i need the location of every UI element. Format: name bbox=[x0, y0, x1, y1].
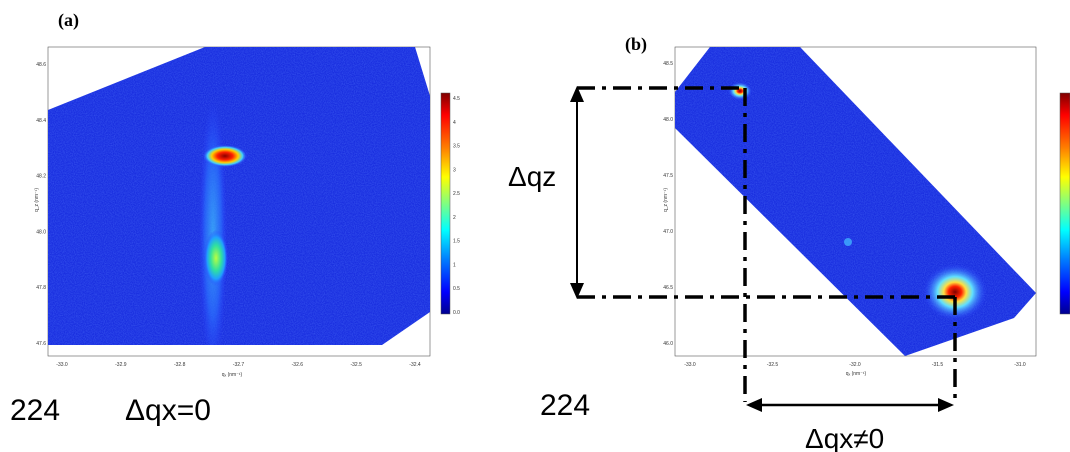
dqx-arrow bbox=[746, 398, 954, 412]
panel-b-y-tick-1: 48.0 bbox=[663, 117, 673, 123]
panel-a-x-tick-6: -32.4 bbox=[409, 362, 421, 368]
panel-a-layer-peak bbox=[204, 230, 228, 286]
panel-a-colorbar-tick-6: 1.5 bbox=[453, 239, 460, 245]
panel-a-label: (a) bbox=[58, 10, 79, 31]
panel-a-x-tick-2: -32.8 bbox=[174, 362, 186, 368]
panel-b-y-ticks: 48.5 48.0 47.5 47.0 46.5 46.0 bbox=[663, 61, 673, 347]
panel-a-colorbar-tick-7: 1 bbox=[453, 262, 456, 268]
panel-b-y-tick-3: 47.0 bbox=[663, 229, 673, 235]
panel-a-y-tick-4: 47.8 bbox=[36, 285, 46, 291]
panel-a-x-tick-0: -33.0 bbox=[56, 362, 68, 368]
panel-b-colorbar bbox=[1059, 92, 1070, 315]
panel-b-upper-peak bbox=[728, 82, 752, 100]
panel-a-heatmap bbox=[48, 47, 430, 345]
panel-a-colorbar bbox=[440, 92, 451, 315]
panel-a-x-tick-3: -32.7 bbox=[233, 362, 245, 368]
panel-a-x-tick-4: -32.6 bbox=[292, 362, 304, 368]
dqz-label: Δqz bbox=[508, 161, 556, 192]
panel-a-x-axis-label: qₓ (nm⁻¹) bbox=[222, 372, 243, 378]
panel-a-x-ticks: -33.0 -32.9 -32.8 -32.7 -32.6 -32.5 -32.4 bbox=[56, 362, 421, 368]
panel-b-y-tick-2: 47.5 bbox=[663, 173, 673, 179]
dqz-arrow bbox=[570, 86, 584, 299]
panel-b-y-axis-label: q_z (nm⁻¹) bbox=[663, 188, 669, 212]
panel-b-x-ticks: -33.0 -32.5 -32.0 -31.5 -31.0 bbox=[684, 362, 1026, 368]
panel-b-y-tick-4: 46.5 bbox=[663, 285, 673, 291]
panel-a-colorbar-tick-8: 0.5 bbox=[453, 286, 460, 292]
panel-a-dqx-label: Δqx=0 bbox=[125, 394, 211, 427]
panel-a-colorbar-tick-3: 3 bbox=[453, 167, 456, 173]
panel-a-reflection-label: 224 bbox=[10, 394, 60, 427]
panel-b-x-tick-1: -32.5 bbox=[767, 362, 779, 368]
panel-b: (b) -33.0 -32.5 -32.0 -31.5 -31.0 48.5 48.0 47… bbox=[508, 34, 1070, 452]
panel-b-x-tick-4: -31.0 bbox=[1014, 362, 1026, 368]
panel-a-y-axis-label: q_z (nm⁻¹) bbox=[34, 188, 40, 212]
panel-b-y-tick-0: 48.5 bbox=[663, 61, 673, 67]
panel-b-x-tick-0: -33.0 bbox=[684, 362, 696, 368]
panel-a-substrate-peak bbox=[203, 145, 247, 167]
panel-b-reflection-label: 224 bbox=[540, 389, 590, 422]
panel-a-colorbar-ticks: 4.5 4 3.5 3 2.5 2 1.5 1 0.5 0.0 bbox=[453, 96, 460, 316]
panel-a-colorbar-tick-5: 2 bbox=[453, 215, 456, 221]
panel-b-y-tick-5: 46.0 bbox=[663, 341, 673, 347]
panel-a-y-tick-1: 48.4 bbox=[36, 118, 46, 124]
panel-b-construction-lines bbox=[577, 86, 957, 402]
panel-b-weak-spot bbox=[844, 238, 852, 246]
panel-b-lower-peak bbox=[923, 264, 987, 320]
panel-b-label: (b) bbox=[625, 34, 647, 55]
panel-b-x-tick-3: -31.5 bbox=[932, 362, 944, 368]
panel-a-colorbar-tick-4: 2.5 bbox=[453, 191, 460, 197]
panel-b-x-axis-label: qₓ (nm⁻¹) bbox=[846, 371, 867, 377]
panel-b-x-tick-2: -32.0 bbox=[849, 362, 861, 368]
panel-a-y-tick-0: 48.6 bbox=[36, 62, 46, 68]
panel-a-y-ticks: 48.6 48.4 48.2 48.0 47.8 47.6 bbox=[36, 62, 46, 347]
panel-a-y-tick-2: 48.2 bbox=[36, 174, 46, 180]
panel-a-colorbar-tick-1: 4 bbox=[453, 120, 456, 126]
panel-a-y-tick-3: 48.0 bbox=[36, 229, 46, 235]
panel-a-colorbar-tick-2: 3.5 bbox=[453, 144, 460, 150]
panel-a-x-tick-1: -32.9 bbox=[115, 362, 127, 368]
dqx-label: Δqx≠0 bbox=[805, 423, 884, 452]
panel-a: (a) -33.0 -32.9 -32.8 -32.7 -32.6 -32.5 -32.4 … bbox=[10, 10, 460, 427]
panel-a-y-tick-5: 47.6 bbox=[36, 341, 46, 347]
panel-a-colorbar-tick-0: 4.5 bbox=[453, 96, 460, 102]
panel-a-x-tick-5: -32.5 bbox=[350, 362, 362, 368]
panel-a-colorbar-tick-9: 0.0 bbox=[453, 310, 460, 316]
